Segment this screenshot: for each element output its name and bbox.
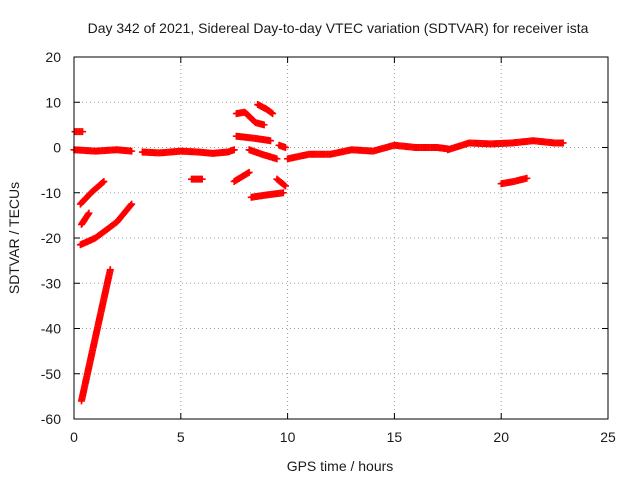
data-point: [281, 144, 289, 151]
data-point: [280, 181, 288, 189]
data-point: [267, 137, 275, 145]
data-point: [128, 200, 136, 208]
data-point: [128, 147, 136, 155]
x-tick-label: 20: [493, 429, 509, 445]
data-segment: [138, 146, 238, 157]
data-point: [100, 177, 108, 185]
y-tick-label: 10: [45, 94, 61, 110]
plot-frame: [73, 56, 609, 420]
y-tick-label: -60: [41, 411, 61, 427]
data-segment: [76, 177, 108, 208]
data-segment: [70, 146, 136, 155]
data-point: [245, 168, 253, 176]
data-point: [559, 139, 567, 147]
data-point: [279, 189, 287, 197]
x-tick-label: 5: [177, 429, 185, 445]
data-segment: [76, 200, 136, 249]
data-point: [273, 155, 281, 163]
data-segment: [232, 132, 275, 145]
data-point: [523, 174, 531, 182]
data-point: [260, 121, 268, 129]
data-point: [269, 110, 277, 118]
y-tick-label: -40: [41, 321, 61, 337]
data-segment: [232, 108, 268, 129]
x-tick-label: 25: [600, 429, 616, 445]
chart-title: Day 342 of 2021, Sidereal Day-to-day VTE…: [88, 20, 589, 36]
x-tick-label: 0: [70, 429, 78, 445]
y-tick-label: 0: [53, 140, 61, 156]
y-axis-label: SDTVAR / TECUs: [6, 182, 22, 294]
data-segment: [444, 137, 567, 154]
data-segment: [77, 209, 93, 228]
data-segment: [230, 168, 253, 185]
x-axis-label: GPS time / hours: [287, 458, 394, 474]
data-point: [106, 266, 114, 274]
data-segment: [77, 266, 114, 405]
data-segment: [497, 174, 531, 188]
y-tick-label: 20: [45, 49, 61, 65]
data-point: [99, 178, 107, 186]
data-segment: [284, 141, 452, 163]
data-point: [79, 128, 87, 136]
data-point: [198, 175, 206, 183]
data-points: [70, 101, 567, 405]
data-segment: [254, 101, 277, 118]
data-point: [85, 209, 93, 217]
data-point: [127, 201, 135, 209]
data-point: [230, 146, 238, 154]
data-segment: [71, 128, 87, 136]
y-tick-label: -10: [41, 185, 61, 201]
data-segment: [247, 189, 287, 201]
x-tick-label: 15: [387, 429, 403, 445]
grid-lines: [74, 57, 608, 419]
x-tick-label: 10: [280, 429, 296, 445]
y-tick-label: -20: [41, 230, 61, 246]
data-segment: [245, 146, 281, 163]
data-segment: [187, 175, 206, 183]
y-tick-label: -50: [41, 366, 61, 382]
tick-labels: 0 5 10 15 20 25 20 10 0 -10 -20 -30 -40 -50 -60: [41, 49, 616, 445]
data-point: [281, 182, 289, 190]
data-segment: [275, 141, 289, 151]
y-tick-label: -30: [41, 275, 61, 291]
data-segment: [273, 175, 289, 190]
